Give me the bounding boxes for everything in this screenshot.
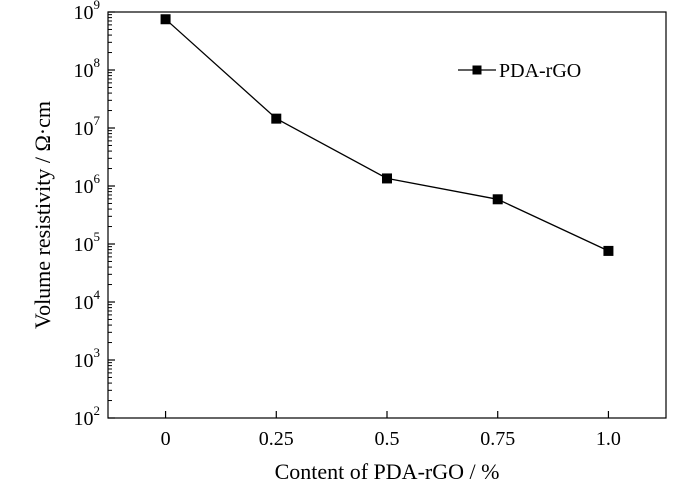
y-tick-label-4: 106 bbox=[74, 171, 101, 198]
y-tick-label-1: 103 bbox=[74, 345, 101, 372]
y-tick-exponent: 2 bbox=[94, 403, 101, 418]
y-tick-base: 10 bbox=[74, 292, 94, 314]
y-tick-label-3: 105 bbox=[74, 229, 101, 256]
y-tick-exponent: 9 bbox=[94, 0, 101, 12]
x-tick-label-3: 0.75 bbox=[480, 428, 515, 450]
x-tick-label-1: 0.25 bbox=[259, 428, 294, 450]
x-axis-label: Content of PDA-rGO / % bbox=[275, 459, 500, 484]
data-point-0 bbox=[160, 14, 171, 25]
y-tick-label-6: 108 bbox=[74, 55, 101, 82]
y-tick-base: 10 bbox=[74, 408, 94, 430]
y-tick-base: 10 bbox=[74, 60, 94, 82]
series-layer bbox=[160, 14, 614, 256]
y-tick-base: 10 bbox=[74, 234, 94, 256]
x-tick-label-0: 0 bbox=[161, 428, 171, 450]
data-point-4 bbox=[603, 245, 614, 256]
x-tick-label-4: 1.0 bbox=[596, 428, 621, 450]
y-tick-base: 10 bbox=[74, 2, 94, 24]
y-tick-exponent: 3 bbox=[94, 345, 101, 360]
legend: PDA-rGO bbox=[458, 60, 581, 82]
y-tick-label-7: 109 bbox=[74, 0, 101, 24]
y-tick-label-0: 102 bbox=[74, 403, 101, 430]
y-tick-label-5: 107 bbox=[74, 113, 101, 140]
data-point-2 bbox=[382, 173, 392, 184]
y-tick-exponent: 5 bbox=[94, 229, 101, 244]
y-tick-base: 10 bbox=[74, 176, 94, 198]
data-point-3 bbox=[492, 194, 503, 205]
y-tick-base: 10 bbox=[74, 350, 94, 372]
y-tick-label-2: 104 bbox=[74, 287, 101, 314]
plot-frame bbox=[107, 11, 667, 419]
data-point-1 bbox=[271, 113, 282, 124]
y-tick-exponent: 8 bbox=[94, 55, 101, 70]
y-tick-exponent: 6 bbox=[94, 171, 101, 186]
x-axis-ticks: 0 0.25 0.5 0.75 1.0 bbox=[161, 411, 621, 450]
series-line-0 bbox=[165, 18, 609, 252]
x-tick-label-2: 0.5 bbox=[375, 428, 400, 450]
legend-marker bbox=[472, 65, 482, 75]
y-axis-label: Volume resistivity / Ω·cm bbox=[30, 101, 55, 329]
y-tick-exponent: 4 bbox=[94, 287, 101, 302]
legend-label: PDA-rGO bbox=[499, 60, 581, 82]
y-tick-base: 10 bbox=[74, 118, 94, 140]
y-tick-exponent: 7 bbox=[94, 113, 101, 128]
